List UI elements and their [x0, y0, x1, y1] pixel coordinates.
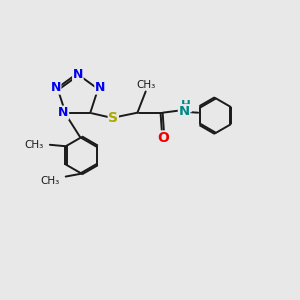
- Text: S: S: [108, 111, 118, 125]
- Text: CH₃: CH₃: [40, 176, 60, 186]
- Text: N: N: [58, 106, 68, 119]
- Text: O: O: [157, 131, 169, 145]
- Text: H: H: [182, 99, 191, 112]
- Text: CH₃: CH₃: [136, 80, 156, 90]
- Text: CH₃: CH₃: [25, 140, 44, 150]
- Text: N: N: [50, 81, 61, 94]
- Text: N: N: [95, 81, 105, 94]
- Text: N: N: [73, 68, 83, 81]
- Text: N: N: [178, 105, 190, 118]
